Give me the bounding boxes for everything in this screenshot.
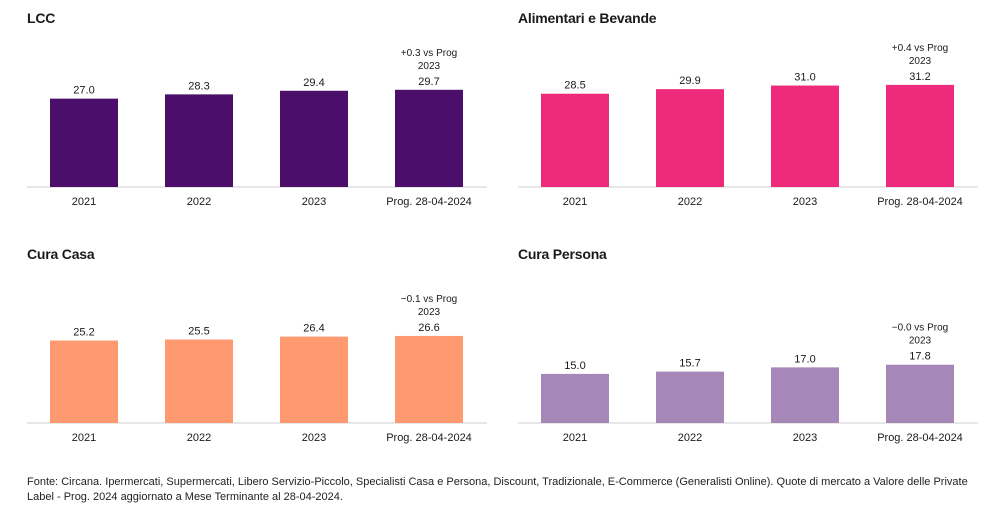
bar [280, 336, 348, 423]
x-tick-label: 2021 [563, 196, 587, 208]
x-tick-label: 2022 [187, 432, 211, 444]
bar [50, 340, 118, 423]
bar [165, 339, 233, 423]
annotation-line1: +0.4 vs Prog [892, 43, 948, 54]
bar [771, 85, 839, 187]
annotation-line2: 2023 [418, 307, 441, 318]
chart-panel-cura-casa: Cura Casa 25.2 2021 25.5 2022 26.4 2023 26.6 Pr… [27, 246, 487, 466]
annotation-line2: 2023 [909, 56, 932, 67]
value-label: 25.5 [188, 326, 209, 338]
x-tick-label: Prog. 28-04-2024 [386, 196, 472, 208]
bar [395, 335, 463, 423]
bar [656, 89, 724, 187]
x-tick-label: 2022 [678, 196, 702, 208]
x-tick-label: 2023 [302, 196, 326, 208]
bar-chart-svg: 25.2 2021 25.5 2022 26.4 2023 26.6 Prog. 28-04-… [27, 294, 487, 444]
chart-title: Cura Casa [27, 246, 95, 262]
x-tick-label: Prog. 28-04-2024 [877, 196, 963, 208]
bar [541, 93, 609, 187]
bar-chart-svg: 15.0 2021 15.7 2022 17.0 2023 17.8 Prog. 28-04-… [518, 323, 978, 444]
chart-title: Cura Persona [518, 246, 607, 262]
bar [395, 89, 463, 187]
value-label: 17.0 [794, 353, 815, 365]
annotation-line2: 2023 [418, 61, 441, 72]
bar [656, 371, 724, 423]
value-label: 26.4 [303, 323, 324, 335]
bar [280, 90, 348, 187]
bar [165, 94, 233, 187]
chart-panel-lcc: LCC 27.0 2021 28.3 2022 29.4 2023 29.7 Prog. 28… [27, 10, 487, 230]
x-tick-label: 2023 [793, 196, 817, 208]
x-tick-label: 2021 [72, 432, 96, 444]
value-label: 29.9 [679, 75, 700, 87]
value-label: 28.3 [188, 80, 209, 92]
value-label: 31.0 [794, 72, 815, 84]
x-tick-label: 2022 [678, 432, 702, 444]
bar [886, 364, 954, 423]
source-footnote: Fonte: Circana. Ipermercati, Supermercat… [27, 476, 968, 503]
bar [771, 367, 839, 423]
x-tick-label: Prog. 28-04-2024 [877, 432, 963, 444]
x-tick-label: 2021 [72, 196, 96, 208]
value-label: 15.0 [564, 360, 585, 372]
chart-title: Alimentari e Bevande [518, 10, 657, 26]
bar [886, 84, 954, 187]
bar [541, 373, 609, 423]
x-tick-label: 2023 [302, 432, 326, 444]
bar [50, 98, 118, 187]
value-label: 25.2 [73, 327, 94, 339]
value-label: 15.7 [679, 358, 700, 370]
annotation-line2: 2023 [909, 336, 932, 347]
chart-panel-alimentari-e-bevande: Alimentari e Bevande 28.5 2021 29.9 2022 31.… [518, 10, 978, 230]
bar-chart-svg: 27.0 2021 28.3 2022 29.4 2023 29.7 Prog. 28-04-… [27, 48, 487, 208]
x-tick-label: 2021 [563, 432, 587, 444]
value-label: 26.6 [418, 322, 439, 334]
value-label: 31.2 [909, 71, 930, 83]
x-tick-label: Prog. 28-04-2024 [386, 432, 472, 444]
annotation-line1: +0.3 vs Prog [401, 48, 457, 59]
value-label: 29.7 [418, 76, 439, 88]
chart-title: LCC [27, 10, 56, 26]
value-label: 27.0 [73, 85, 94, 97]
value-label: 29.4 [303, 77, 324, 89]
annotation-line1: −0.0 vs Prog [892, 323, 948, 334]
value-label: 17.8 [909, 351, 930, 363]
annotation-line1: −0.1 vs Prog [401, 294, 457, 305]
x-tick-label: 2022 [187, 196, 211, 208]
chart-panel-cura-persona: Cura Persona 15.0 2021 15.7 2022 17.0 2023 17.… [518, 246, 978, 466]
x-tick-label: 2023 [793, 432, 817, 444]
value-label: 28.5 [564, 80, 585, 92]
bar-chart-svg: 28.5 2021 29.9 2022 31.0 2023 31.2 Prog. 28-04-… [518, 43, 978, 208]
